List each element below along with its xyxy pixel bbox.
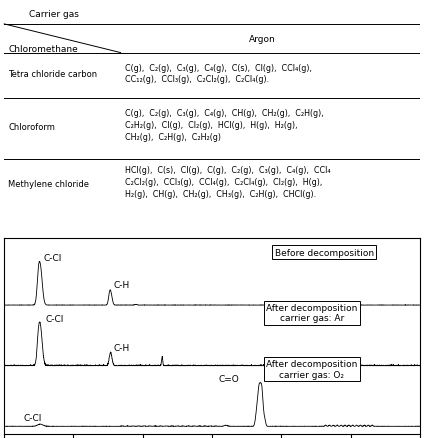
- Text: C=O: C=O: [219, 374, 240, 383]
- Text: C-H: C-H: [114, 281, 130, 290]
- Text: HCl(g),  C(s),  Cl(g),  C(g),  C₂(g),  C₃(g),  C₄(g),  CCl₄
C₂Cl₂(g),  CCl₃(g), : HCl(g), C(s), Cl(g), C(g), C₂(g), C₃(g),…: [125, 166, 330, 198]
- Text: Argon: Argon: [248, 35, 275, 44]
- Text: Tetra chloride carbon: Tetra chloride carbon: [8, 70, 98, 78]
- Text: After decomposition
carrier gas: Ar: After decomposition carrier gas: Ar: [266, 303, 357, 322]
- Text: C(g),  C₂(g),  C₃(g),  C₄(g),  CH(g),  CH₂(g),  C₂H(g),
C₂H₂(g),  Cl(g),  Cl₂(g): C(g), C₂(g), C₃(g), C₄(g), CH(g), CH₂(g)…: [125, 109, 324, 141]
- Text: After decomposition
carrier gas: O₂: After decomposition carrier gas: O₂: [266, 360, 357, 379]
- Text: C-H: C-H: [114, 343, 130, 352]
- Text: C-Cl: C-Cl: [43, 254, 61, 263]
- Text: Methylene chloride: Methylene chloride: [8, 180, 89, 189]
- Text: C-Cl: C-Cl: [24, 413, 42, 422]
- Text: Before decomposition: Before decomposition: [275, 248, 374, 257]
- Text: C(g),  C₂(g),  C₃(g),  C₄(g),  C(s),  Cl(g),  CCl₄(g),
CC₁₂(g),  CCl₃(g),  C₂Cl₂: C(g), C₂(g), C₃(g), C₄(g), C(s), Cl(g), …: [125, 64, 312, 84]
- Text: Chloromethane: Chloromethane: [8, 45, 78, 54]
- Text: C-Cl: C-Cl: [46, 314, 64, 324]
- Text: Carrier gas: Carrier gas: [29, 10, 79, 19]
- Text: Chloroform: Chloroform: [8, 123, 55, 131]
